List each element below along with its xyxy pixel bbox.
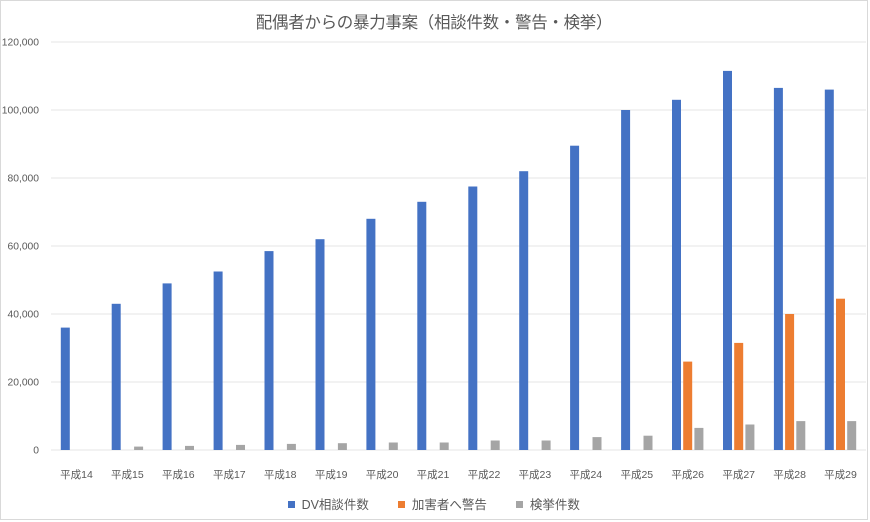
svg-text:平成28: 平成28 bbox=[773, 469, 806, 481]
svg-text:0: 0 bbox=[33, 446, 39, 457]
svg-text:平成18: 平成18 bbox=[264, 469, 297, 481]
svg-text:平成25: 平成25 bbox=[620, 469, 653, 481]
svg-text:40,000: 40,000 bbox=[8, 310, 40, 321]
svg-text:平成26: 平成26 bbox=[671, 469, 704, 481]
svg-text:平成20: 平成20 bbox=[366, 469, 399, 481]
svg-text:平成22: 平成22 bbox=[468, 469, 501, 481]
svg-text:80,000: 80,000 bbox=[8, 174, 40, 185]
svg-text:平成23: 平成23 bbox=[519, 469, 552, 481]
svg-text:平成15: 平成15 bbox=[111, 469, 144, 481]
svg-text:平成19: 平成19 bbox=[315, 469, 348, 481]
svg-text:平成29: 平成29 bbox=[824, 469, 857, 481]
svg-text:平成21: 平成21 bbox=[417, 469, 450, 481]
svg-text:平成17: 平成17 bbox=[213, 469, 246, 481]
svg-text:平成16: 平成16 bbox=[162, 469, 195, 481]
svg-text:平成24: 平成24 bbox=[569, 469, 602, 481]
svg-text:平成14: 平成14 bbox=[60, 469, 93, 481]
svg-text:120,000: 120,000 bbox=[2, 38, 39, 49]
svg-text:平成27: 平成27 bbox=[722, 469, 755, 481]
svg-text:60,000: 60,000 bbox=[8, 242, 40, 253]
svg-text:20,000: 20,000 bbox=[8, 378, 40, 389]
svg-text:100,000: 100,000 bbox=[2, 106, 39, 117]
